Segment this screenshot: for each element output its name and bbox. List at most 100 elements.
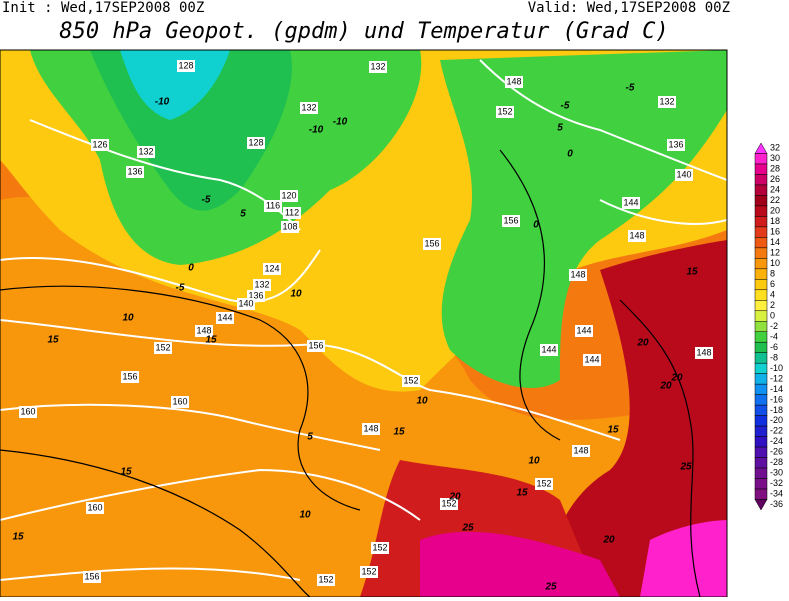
colorbar-label: 32 [770,143,780,153]
geopotential-label: 132 [659,96,674,106]
geopotential-label: 124 [264,263,279,273]
colorbar-label: -16 [770,394,783,404]
geopotential-label: 160 [87,502,102,512]
geopotential-label: 132 [301,102,316,112]
geopotential-label-box [575,325,593,337]
geopotential-label-box [86,502,104,514]
geopotential-label: 132 [254,279,269,289]
colorbar-swatch [754,184,768,196]
geopotential-label-box [695,347,713,359]
geopotential-label: 148 [196,325,211,335]
colorbar-swatch [754,488,768,500]
colorbar-swatch [754,373,768,385]
colorbar-swatch [754,310,768,322]
colorbar-label: 22 [770,195,780,205]
temperature-label: -5 [176,283,185,294]
geopotential-label-box [154,342,172,354]
colorbar-label: 28 [770,164,780,174]
temperature-label: 15 [12,532,24,543]
colorbar-label: -20 [770,415,783,425]
geopotential-label: 144 [217,312,232,322]
temperature-label: 15 [393,427,405,438]
temperature-label: 10 [122,313,134,324]
geopotential-label-box [177,60,195,72]
colorbar-label: -30 [770,468,783,478]
temperature-label: -5 [561,101,570,112]
geopotential-label-box [307,340,325,352]
geopotential-label-box [237,298,255,310]
geopotential-label: 108 [282,221,297,231]
temperature-label: 5 [557,123,563,134]
geopotential-label-box [121,371,139,383]
colorbar-label: -22 [770,426,783,436]
geopotential-label: 156 [503,215,518,225]
colorbar-swatch [754,300,768,312]
colorbar-swatch [754,404,768,416]
colorbar-swatch [754,352,768,364]
temperature-label: 20 [636,338,649,349]
geopotential-label: 152 [155,342,170,352]
geopotential-label-box [667,139,685,151]
geopotential-label: 152 [441,498,456,508]
geopotential-label: 156 [122,371,137,381]
geopotential-label-box [572,445,590,457]
colorbar-swatch [754,174,768,186]
geopotential-label: 140 [238,298,253,308]
geopotential-label: 132 [370,61,385,71]
temperature-label: 10 [528,456,540,467]
colorbar-swatch [754,163,768,175]
temperature-label: 20 [659,381,672,392]
colorbar-label: -2 [770,321,778,331]
colorbar-swatch [754,247,768,259]
colorbar-label: -8 [770,352,778,362]
colorbar-label: -36 [770,499,783,509]
geopotential-label: 152 [372,542,387,552]
geopotential-label-box [283,207,301,219]
geopotential-label: 128 [178,60,193,70]
colorbar-cap [754,499,768,511]
geopotential-label: 152 [361,566,376,576]
geopotential-label: 160 [172,396,187,406]
geopotential-label: 148 [570,269,585,279]
geopotential-label: 140 [676,169,691,179]
geopotential-label-box [247,137,265,149]
colorbar-label: -4 [770,331,778,341]
temperature-label: 15 [607,425,619,436]
colorbar-label: 24 [770,185,780,195]
colorbar-swatch [754,258,768,270]
geopotential-label-box [569,269,587,281]
geopotential-label-box [505,76,523,88]
temperature-label: 0 [533,220,539,231]
colorbar-swatch [754,425,768,437]
temperature-label: 5 [307,432,313,443]
colorbar-label: 2 [770,300,775,310]
colorbar-label: 14 [770,237,780,247]
map [0,50,727,597]
geopotential-label-box [137,146,155,158]
geopotential-label: 144 [623,197,638,207]
colorbar-label: 18 [770,216,780,226]
geopotential-label: 136 [248,290,263,300]
geopotential-label: 152 [497,106,512,116]
geopotential-label: 148 [363,423,378,433]
geopotential-label: 152 [318,574,333,584]
colorbar-swatch [754,383,768,395]
geopotential-label-box [402,375,420,387]
colorbar-label: -24 [770,436,783,446]
colorbar-swatch [754,415,768,427]
colorbar-label: 8 [770,268,775,278]
map-title: 850 hPa Geopot. (gpdm) und Temperatur (G… [59,19,668,44]
colorbar-label: 20 [770,206,780,216]
colorbar-swatch [754,341,768,353]
colorbar-label: 30 [770,153,780,163]
colorbar-label: -34 [770,489,783,499]
colorbar-swatch [754,226,768,238]
valid-time: Valid: Wed,17SEP2008 00Z [528,0,730,16]
geopotential-label-box [253,279,271,291]
geopotential-label: 126 [92,139,107,149]
colorbar-label: -14 [770,384,783,394]
geopotential-label-box [502,215,520,227]
geopotential-label: 144 [576,325,591,335]
colorbar-swatch [754,216,768,228]
colorbar-swatch [754,331,768,343]
